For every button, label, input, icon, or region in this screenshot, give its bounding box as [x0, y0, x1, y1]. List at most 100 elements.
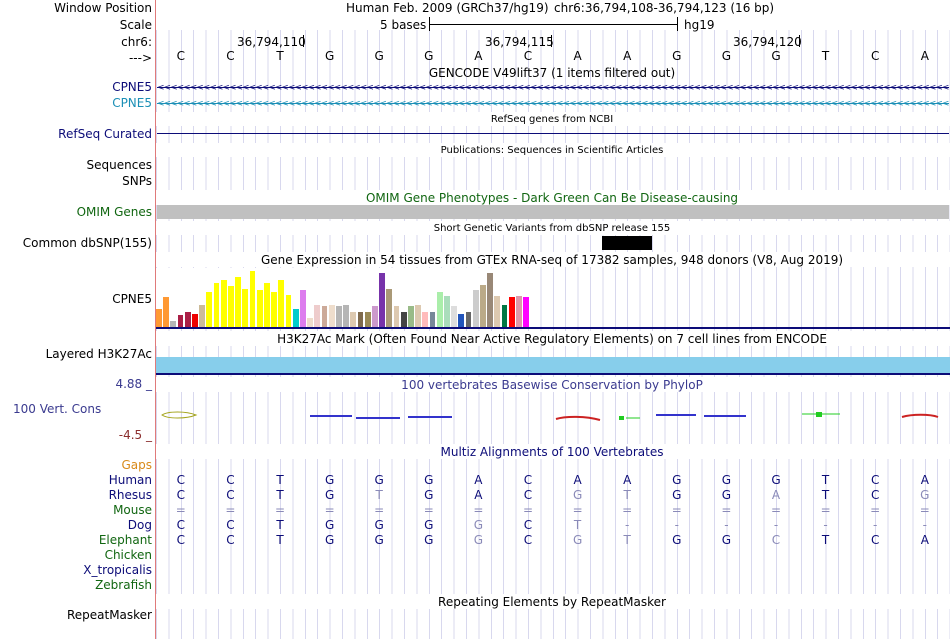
gtex-tissue-bar[interactable] [451, 306, 457, 327]
gtex-tissue-bar[interactable] [386, 289, 393, 327]
species-label[interactable]: Dog [127, 518, 152, 532]
gtex-tissue-bar[interactable] [242, 289, 249, 327]
gtex-tissue-bar[interactable] [408, 306, 414, 327]
alignment-base: T [821, 488, 830, 502]
alignment-base: - [823, 518, 828, 532]
gtex-tissue-bar[interactable] [300, 290, 306, 327]
species-label[interactable]: Mouse [113, 503, 152, 517]
gtex-tissue-bar[interactable] [307, 318, 313, 327]
alignment-base: A [573, 473, 582, 487]
dbsnp-label[interactable]: Common dbSNP(155) [22, 236, 152, 250]
alignment-base: C [523, 488, 533, 502]
alignment-base: C [523, 473, 533, 487]
species-label[interactable]: Elephant [98, 533, 152, 547]
gtex-tissue-bar[interactable] [372, 306, 378, 327]
gtex-tissue-bar[interactable] [458, 314, 465, 327]
gtex-tissue-bar[interactable] [393, 306, 400, 327]
gencode-transcript-2[interactable]: <<<<<<<<<<<<<<<<<<<<<<<<<<<<<<<<<<<<<<<<… [157, 100, 949, 108]
gtex-tissue-bar[interactable] [213, 283, 220, 327]
window-position-label[interactable]: Window Position [54, 1, 152, 15]
label-separator[interactable] [155, 0, 156, 639]
gtex-tissue-bar[interactable] [400, 312, 407, 327]
gtex-tissue-bar[interactable] [285, 295, 292, 327]
ruler-base: A [623, 49, 632, 63]
gtex-tissue-bar[interactable] [487, 273, 493, 327]
h3k27ac-signal[interactable] [156, 357, 950, 373]
gtex-tissue-bar[interactable] [444, 296, 450, 327]
gtex-tissue-bar[interactable] [278, 280, 285, 327]
gtex-tissue-bar[interactable] [206, 292, 213, 327]
alignment-base: = [622, 503, 633, 517]
gtex-tissue-bar[interactable] [516, 296, 522, 327]
multiz-gaps-label[interactable]: Gaps [121, 458, 152, 472]
gtex-tissue-bar[interactable] [357, 312, 364, 327]
gtex-tissue-bar[interactable] [292, 309, 299, 327]
gtex-tissue-bar[interactable] [508, 297, 515, 327]
chrom-label[interactable]: chr6: [121, 35, 152, 49]
repeatmasker-label[interactable]: RepeatMasker [66, 608, 152, 622]
species-label[interactable]: X_tropicalis [83, 563, 152, 577]
species-label[interactable]: Zebrafish [95, 578, 152, 592]
gtex-tissue-bar[interactable] [163, 297, 169, 327]
alignment-base: G [424, 518, 434, 532]
gtex-tissue-bar[interactable] [465, 312, 472, 327]
gtex-tissue-bar[interactable] [379, 273, 385, 327]
gtex-tissue-bar[interactable] [228, 286, 234, 327]
gtex-tissue-bar[interactable] [256, 290, 263, 327]
assembly-title[interactable]: Human Feb. 2009 (GRCh37/hg19) [346, 1, 549, 15]
gtex-bar-chart[interactable] [156, 268, 536, 327]
scale-label[interactable]: Scale [119, 18, 152, 32]
gencode-gene-label[interactable]: CPNE5 [112, 80, 152, 94]
gtex-tissue-bar[interactable] [170, 321, 177, 327]
gtex-tissue-bar[interactable] [523, 297, 529, 327]
omim-label[interactable]: OMIM Genes [76, 205, 152, 219]
species-label[interactable]: Rhesus [108, 488, 152, 502]
gtex-tissue-bar[interactable] [350, 312, 357, 327]
gtex-tissue-bar[interactable] [321, 306, 328, 327]
alignment-base: = [225, 503, 236, 517]
strand-arrow-label[interactable]: ---> [128, 51, 152, 65]
gtex-tissue-bar[interactable] [271, 292, 277, 327]
gtex-tissue-bar[interactable] [436, 292, 443, 327]
dbsnp-variant-block[interactable] [602, 236, 652, 250]
gtex-tissue-bar[interactable] [480, 285, 486, 327]
gtex-tissue-bar[interactable] [429, 312, 436, 327]
gtex-tissue-bar[interactable] [235, 277, 241, 327]
gtex-tissue-bar[interactable] [364, 312, 371, 327]
gtex-tissue-bar[interactable] [422, 312, 429, 327]
alignment-base: T [821, 473, 830, 487]
gtex-tissue-bar[interactable] [177, 315, 184, 327]
publications-sequences-label[interactable]: Sequences [86, 158, 152, 172]
h3k27ac-label[interactable]: Layered H3K27Ac [45, 347, 152, 361]
gtex-tissue-bar[interactable] [501, 305, 508, 327]
gtex-tissue-bar[interactable] [249, 271, 256, 327]
gtex-tissue-bar[interactable] [156, 309, 162, 327]
species-label[interactable]: Human [108, 473, 152, 487]
gtex-tissue-bar[interactable] [199, 305, 205, 327]
gtex-tissue-bar[interactable] [264, 283, 270, 327]
gtex-tissue-bar[interactable] [192, 314, 198, 327]
gtex-gene-label[interactable]: CPNE5 [112, 292, 152, 306]
gtex-tissue-bar[interactable] [494, 296, 501, 327]
publications-snps-label[interactable]: SNPs [122, 174, 152, 188]
phylop-label[interactable]: 100 Vert. Cons [13, 402, 102, 416]
phylop-graph[interactable] [156, 392, 950, 442]
gtex-tissue-bar[interactable] [328, 305, 335, 327]
gtex-tissue-bar[interactable] [415, 305, 421, 327]
gencode-gene-label[interactable]: CPNE5 [112, 96, 152, 110]
refseq-transcript-line[interactable] [157, 133, 949, 134]
gtex-tissue-bar[interactable] [314, 305, 321, 327]
phylop-segment [901, 413, 939, 418]
gtex-tissue-bar[interactable] [336, 306, 342, 327]
gtex-tissue-bar[interactable] [472, 290, 479, 327]
gencode-transcript-1[interactable]: <<<<<<<<<<<<<<<<<<<<<<<<<<<<<<<<<<<<<<<<… [157, 84, 949, 92]
gtex-tissue-bar[interactable] [184, 312, 191, 327]
gtex-tissue-bar[interactable] [220, 280, 227, 327]
omim-gene-bar[interactable] [157, 205, 949, 219]
gtex-tissue-bar[interactable] [343, 305, 349, 327]
alignment-base: - [674, 518, 679, 532]
refseq-label[interactable]: RefSeq Curated [58, 127, 152, 141]
species-label[interactable]: Chicken [104, 548, 152, 562]
phylop-segment [816, 412, 822, 417]
window-coords[interactable]: chr6:36,794,108-36,794,123 (16 bp) [554, 1, 775, 15]
